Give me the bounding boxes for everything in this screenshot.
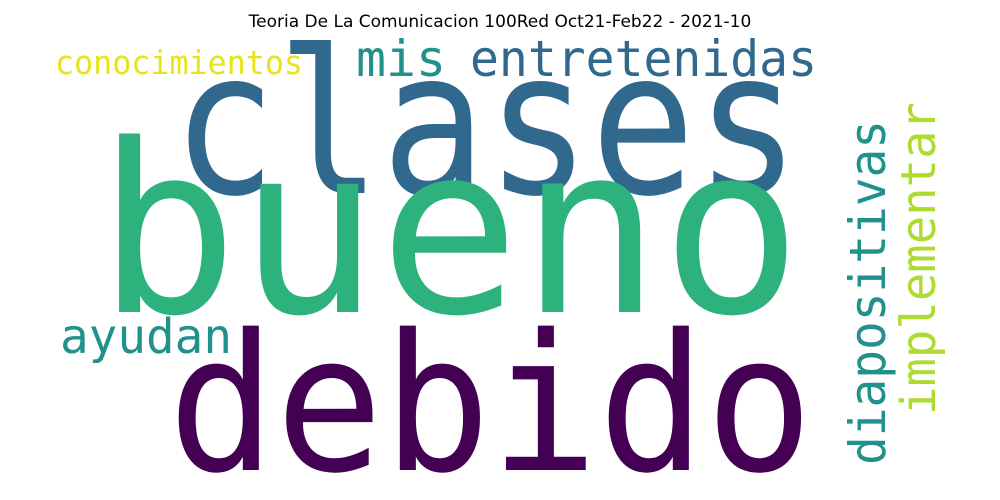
word-mis: mis — [356, 30, 446, 88]
word-conocimientos: conocimientos — [55, 43, 303, 82]
chart-title: Teoria De La Comunicacion 100Red Oct21-F… — [248, 12, 752, 32]
word-bueno: bueno — [97, 95, 802, 368]
word-diapositivas: diapositivas — [839, 120, 897, 465]
word-ayudan: ayudan — [60, 309, 232, 365]
word-implementar: implementar — [891, 102, 947, 415]
word-debido: debido — [168, 294, 813, 500]
word-clases: clases — [172, 8, 800, 241]
word-entretenidas: entretenidas — [470, 30, 817, 88]
